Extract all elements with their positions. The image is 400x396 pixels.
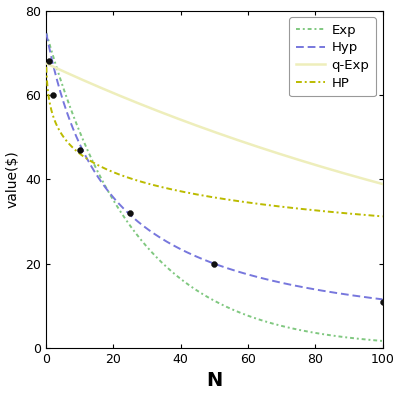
Point xyxy=(379,299,386,305)
Point xyxy=(211,261,218,267)
Legend: Exp, Hyp, q-Exp, HP: Exp, Hyp, q-Exp, HP xyxy=(289,17,376,96)
Point xyxy=(76,147,83,153)
Y-axis label: value($): value($) xyxy=(6,150,20,208)
Point xyxy=(127,210,133,216)
X-axis label: N: N xyxy=(206,371,222,390)
Point xyxy=(50,92,56,98)
Point xyxy=(46,58,52,64)
